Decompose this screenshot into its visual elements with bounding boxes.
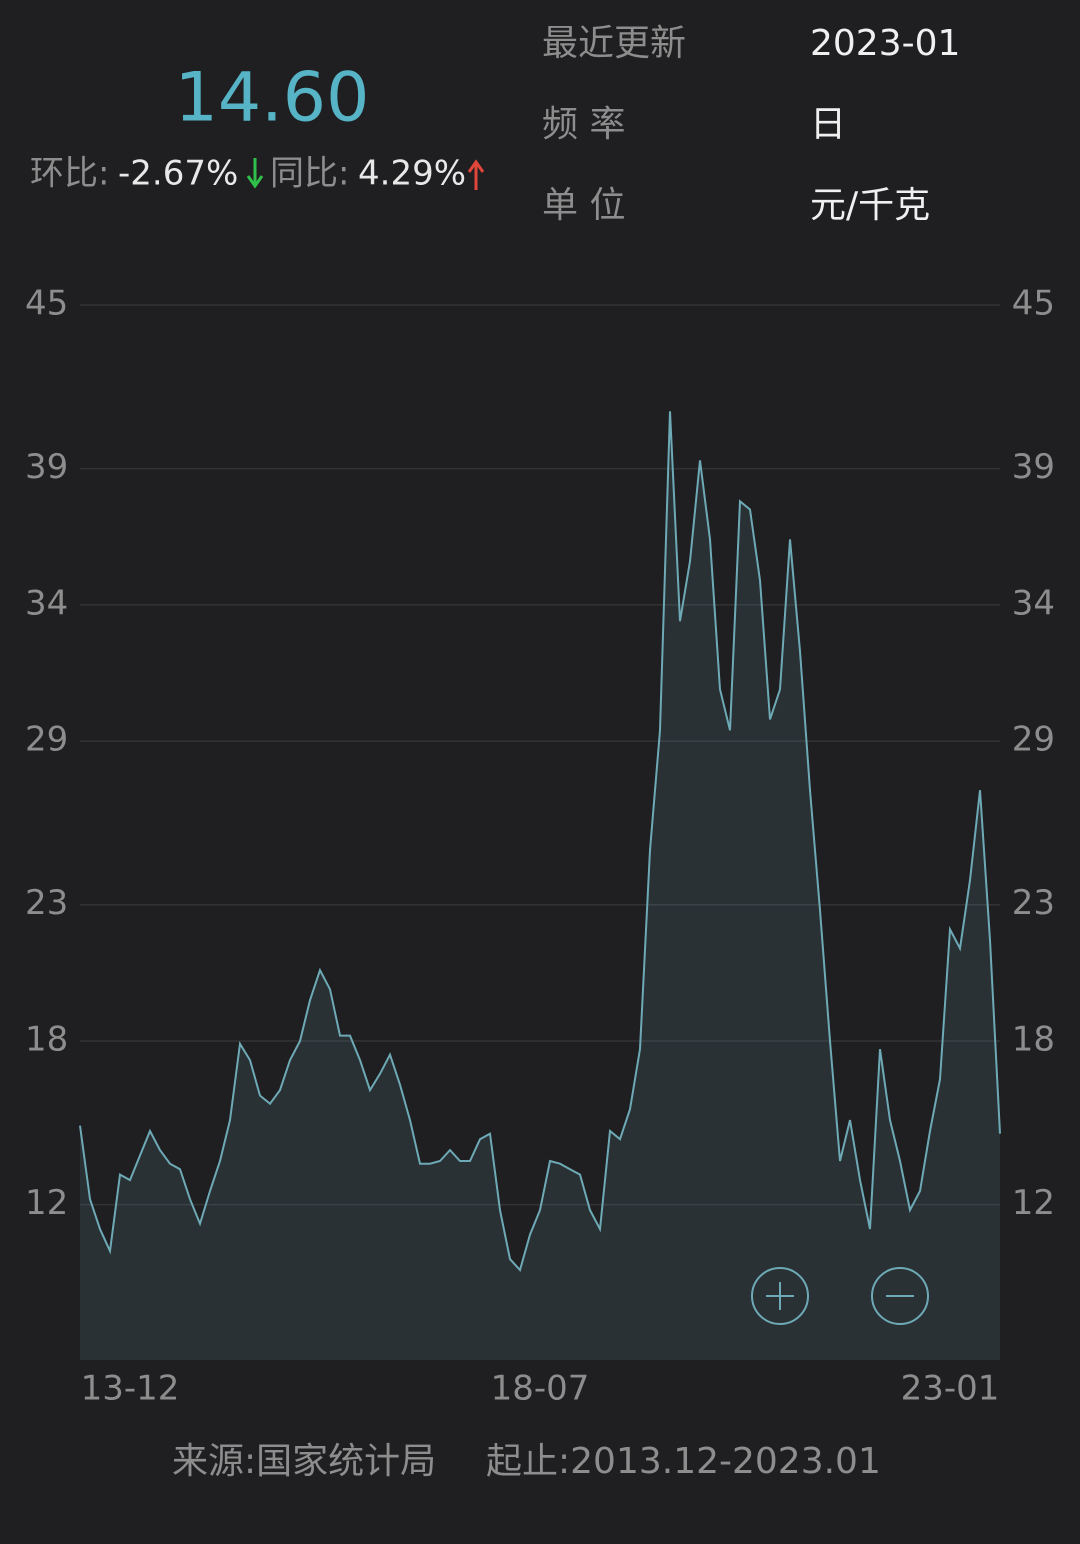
area-fill [80,411,1000,1360]
y-tick-label: 23 [25,883,68,923]
info-label: 最近更新 [542,23,686,64]
mom-label: 环比: [30,154,109,194]
zoom-in[interactable] [751,1267,809,1325]
y-tick-label: 29 [25,720,68,760]
y-tick-label: 39 [25,447,68,487]
info-value: 2023-01 [810,23,960,64]
info-label: 单 位 [542,185,625,226]
info-value: 元/千克 [810,185,930,226]
info-label: 频 率 [542,104,625,145]
y-tick-label-right: 45 [1012,284,1055,324]
y-tick-label-right: 34 [1012,583,1055,623]
yoy-value: 4.29% [358,154,466,194]
y-tick-label-right: 23 [1012,883,1055,923]
source: 来源:国家统计局 [172,1441,436,1482]
y-tick-label: 45 [25,284,68,324]
y-tick-label: 34 [25,583,68,623]
y-tick-label-right: 29 [1012,720,1055,760]
x-tick-label: 13-12 [81,1369,180,1409]
y-tick-label: 12 [25,1183,68,1223]
date-range: 起止:2013.12-2023.01 [486,1441,881,1482]
x-tick-label: 18-07 [491,1369,590,1409]
y-tick-label: 18 [25,1020,68,1060]
x-tick-label: 23-01 [901,1369,1000,1409]
y-tick-label-right: 39 [1012,447,1055,487]
zoom-out[interactable] [871,1267,929,1325]
plot: 45 45 39 39 34 34 29 29 23 23 18 18 12 12 13-12 18-07 23… [25,284,1055,1409]
up-arrow [467,159,485,190]
mom-value: -2.67% [118,154,238,194]
info-value: 日 [810,104,846,145]
yoy-label: 同比: [270,154,349,194]
y-tick-label-right: 18 [1012,1020,1055,1060]
down-arrow [246,158,264,189]
current-value: 14.60 [175,59,370,138]
y-tick-label-right: 12 [1012,1183,1055,1223]
line [79,411,1001,1272]
